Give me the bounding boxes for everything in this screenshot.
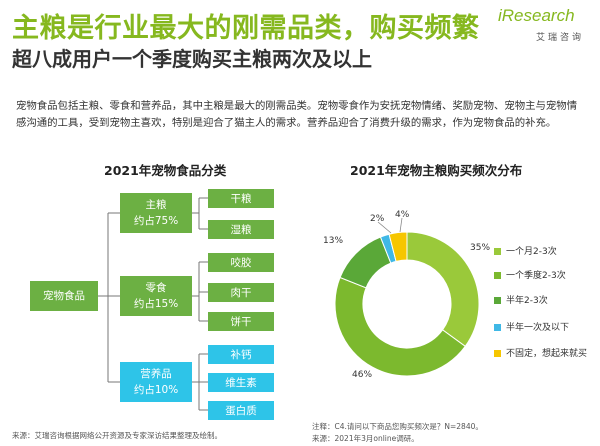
legend-label: 一个月2-3次 [506,247,557,257]
legend-swatch [494,248,501,255]
chart-title: 2021年宠物主粮购买频次分布 [350,163,523,178]
legend-item-half-year: 半年2-3次 [494,293,548,306]
tree-group-staple: 主粮 约占75% [120,193,192,233]
slice-label-rarely: 2% [370,214,385,224]
group-name: 零食 [145,282,167,294]
leaf-vitamin: 维生素 [208,373,274,392]
group-name: 主粮 [145,199,167,211]
leaf-dry-food: 干粮 [208,189,274,208]
chart-note: 注释：C4.请问以下商品您购买频次是？N=2840。 [312,422,483,431]
legend-label: 半年一次及以下 [506,323,570,333]
tree-root-pet-food: 宠物食品 [30,281,98,311]
slice-irregular [388,231,408,262]
group-share: 约占75% [133,215,179,227]
tree-group-snack: 零食 约占15% [120,276,192,316]
leaf-jerky: 肉干 [208,283,274,302]
legend-item-irregular: 不固定，想起来就买 [494,346,587,359]
leader-line-irregular [399,217,403,233]
legend-swatch [494,324,501,331]
group-name: 营养品 [140,368,172,380]
legend-item-rarely: 半年一次及以下 [494,320,569,333]
page-subtitle: 超八成用户一个季度购买主粮两次及以上 [12,47,372,71]
slice-label-quarterly: 46% [352,370,373,380]
chart-source: 来源：2021年3月online调研。 [312,434,419,443]
leaf-calcium: 补钙 [208,345,274,364]
legend-item-quarterly: 一个季度2-3次 [494,268,566,281]
leaf-biscuit: 饼干 [208,312,274,331]
legend-swatch [494,272,501,279]
group-share: 约占10% [133,384,179,396]
leaf-chew: 咬胶 [208,253,274,272]
leaf-protein: 蛋白质 [208,401,274,420]
leaf-wet-food: 湿粮 [208,220,274,239]
page-title: 主粮是行业最大的刚需品类，购买频繁 [12,13,480,44]
legend-swatch [494,297,501,304]
tree-root-label: 宠物食品 [43,290,85,302]
group-share: 约占15% [133,298,179,310]
slice-label-monthly: 35% [470,243,491,253]
logo-wordmark: iResearch [498,6,575,25]
leader-line-rarely [377,221,392,234]
legend-label: 不固定，想起来就买 [506,349,588,359]
legend-item-monthly: 一个月2-3次 [494,244,557,257]
legend-label: 一个季度2-3次 [506,271,566,281]
slice-monthly [406,231,480,348]
legend-swatch [494,350,501,357]
slice-quarterly [334,276,466,377]
intro-paragraph: 宠物食品包括主粮、零食和营养品，其中主粮是最大的刚需品类。宠物零食作为安抚宠物情… [16,100,578,129]
slice-label-irregular: 4% [395,210,410,220]
slice-label-half-year: 13% [323,236,344,246]
legend-label: 半年2-3次 [506,296,548,306]
tree-heading: 2021年宠物食品分类 [104,163,227,178]
tree-group-supplement: 营养品 约占10% [120,362,192,402]
logo-subtext: 艾瑞咨询 [536,33,585,43]
source-note-left: 来源：艾瑞咨询根据网络公开资源及专家深访结果整理及绘制。 [12,431,222,440]
iresearch-logo: iResearch 艾瑞咨询 [498,6,594,46]
